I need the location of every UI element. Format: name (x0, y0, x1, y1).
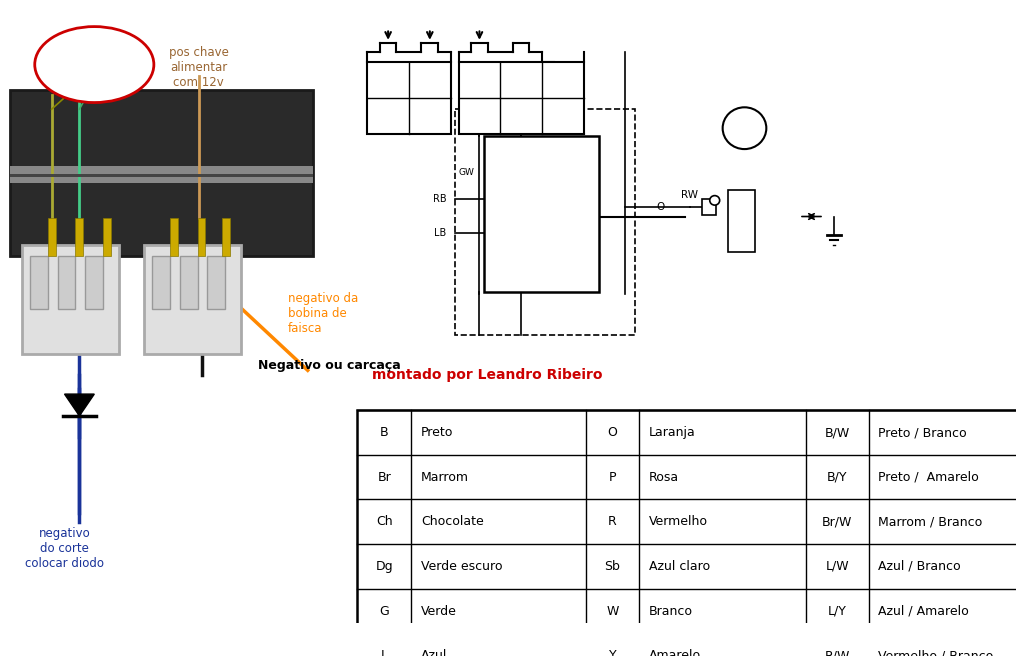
Bar (222, 218, 230, 256)
Text: O: O (656, 202, 665, 212)
Text: B/W: B/W (824, 426, 850, 439)
Text: P: P (608, 470, 616, 483)
Text: O: O (607, 426, 617, 439)
Bar (57, 256, 76, 308)
Bar (48, 218, 55, 256)
Text: RB: RB (422, 75, 437, 85)
Text: RW: RW (681, 190, 698, 199)
Text: B: B (380, 426, 388, 439)
Text: B/Y: B/Y (827, 470, 848, 483)
Text: LB: LB (472, 110, 486, 123)
Bar (198, 218, 206, 256)
Text: Laranja: Laranja (649, 426, 696, 439)
Bar (76, 218, 83, 256)
Bar (85, 256, 103, 308)
Text: GW: GW (459, 169, 474, 177)
Text: Vermelho: Vermelho (649, 516, 709, 528)
Bar (459, 62, 584, 134)
Bar (30, 256, 48, 308)
Bar (10, 174, 312, 176)
Text: Preto /  Amarelo: Preto / Amarelo (879, 470, 979, 483)
Circle shape (723, 108, 766, 149)
Bar (170, 218, 178, 256)
Text: negativo
do corte
colocar diodo: negativo do corte colocar diodo (25, 527, 104, 570)
Circle shape (710, 195, 720, 205)
Text: LY: LY (524, 169, 534, 177)
Bar (22, 245, 119, 354)
Text: Chocolate: Chocolate (421, 516, 483, 528)
Bar (152, 256, 170, 308)
Bar (484, 136, 599, 293)
Text: montado por Leandro Ribeiro: montado por Leandro Ribeiro (373, 368, 603, 382)
Text: R/W: R/W (824, 649, 850, 656)
Text: negativo da
bobina de
faisca: negativo da bobina de faisca (288, 292, 358, 335)
Text: L: L (381, 649, 388, 656)
Text: Verde: Verde (421, 605, 457, 617)
Text: Dg: Dg (376, 560, 393, 573)
Text: pos chave
alimentar
com 12v: pos chave alimentar com 12v (169, 45, 228, 89)
Bar (701, 199, 716, 215)
Text: Br/W: Br/W (822, 516, 853, 528)
Text: Azul claro: Azul claro (649, 560, 711, 573)
Text: L/W: L/W (825, 560, 849, 573)
Text: G: G (379, 605, 389, 617)
Text: Rosa: Rosa (649, 470, 679, 483)
Text: 16: 16 (529, 205, 554, 224)
Text: R: R (608, 516, 616, 528)
Bar (144, 245, 242, 354)
Text: LB: LB (434, 228, 446, 237)
Text: RB: RB (433, 194, 446, 205)
Text: —: — (557, 73, 569, 87)
Bar (10, 91, 312, 256)
Text: Preto: Preto (421, 426, 454, 439)
Text: —: — (557, 110, 569, 123)
Text: Negativo ou carcaça: Negativo ou carcaça (258, 359, 400, 372)
Text: Sb: Sb (604, 560, 621, 573)
Text: Amarelo: Amarelo (649, 649, 701, 656)
Text: Marrom / Branco: Marrom / Branco (879, 516, 983, 528)
Bar (10, 166, 312, 183)
Text: W: W (606, 605, 618, 617)
Text: Vermelho / Branco: Vermelho / Branco (879, 649, 993, 656)
Text: Y: Y (608, 649, 616, 656)
Text: 17: 17 (735, 121, 754, 135)
Bar (368, 62, 451, 134)
Text: Marrom: Marrom (421, 470, 469, 483)
Text: Azul / Branco: Azul / Branco (879, 560, 962, 573)
Bar (728, 190, 756, 252)
Text: Ch: Ch (376, 516, 392, 528)
Text: LY: LY (515, 73, 527, 87)
Text: O: O (383, 73, 393, 87)
Text: Br: Br (377, 470, 391, 483)
Bar (455, 109, 635, 335)
Bar (357, 410, 1024, 656)
Text: —: — (515, 110, 527, 123)
Text: bobina de
pulso: bobina de pulso (59, 48, 129, 75)
Text: Branco: Branco (649, 605, 693, 617)
Bar (208, 256, 225, 308)
Bar (103, 218, 112, 256)
Text: Preto / Branco: Preto / Branco (879, 426, 967, 439)
Text: GW: GW (470, 75, 488, 85)
Ellipse shape (35, 27, 154, 102)
Text: B: B (426, 110, 434, 123)
Text: Azul / Amarelo: Azul / Amarelo (879, 605, 970, 617)
Bar (179, 256, 198, 308)
Text: Verde escuro: Verde escuro (421, 560, 503, 573)
Text: L/Y: L/Y (827, 605, 847, 617)
Text: Azul: Azul (421, 649, 447, 656)
Polygon shape (65, 394, 94, 416)
Text: —: — (382, 110, 394, 123)
